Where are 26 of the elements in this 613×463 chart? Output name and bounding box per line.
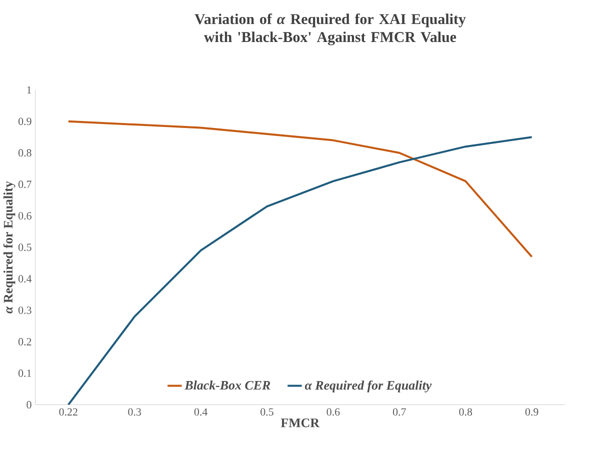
x-tick-label: 0.7 [392,408,406,416]
y-tick-label: 0.7 [18,180,32,188]
y-tick-label: 0 [26,401,32,409]
y-tick-label: 0.2 [18,338,32,346]
legend-label: α Required for Equality [304,380,432,393]
x-tick-label: 0.9 [525,408,538,416]
x-tick-label: 0.6 [326,408,340,416]
chart-title: Variation of α Required for XAI Equality with 'Black-Box' Against FMCR Value [194,14,466,46]
legend-label: Black-Box CER [184,380,270,390]
y-tick-label: 0.4 [18,275,32,283]
y-tick-label: 0.8 [18,149,32,157]
y-axis-title: α Required for Equality [3,181,16,314]
y-tick-label: 0.5 [18,244,32,252]
x-tick-label: 0.8 [459,408,472,416]
x-tick-label: 0.22 [59,408,78,416]
y-tick-label: 0.9 [18,118,32,126]
y-tick-label: 0.6 [18,212,32,220]
line-series [67,120,533,258]
x-tick-label: 0.4 [194,408,208,416]
y-tick-label: 0.3 [18,306,32,314]
x-tick-label: 0.3 [128,408,141,416]
y-tick-label: 0.1 [18,370,32,378]
y-tick-label: 1 [27,86,32,94]
line-series [67,136,533,405]
x-axis-title: FMCR [280,418,320,428]
x-tick-label: 0.5 [260,408,274,416]
